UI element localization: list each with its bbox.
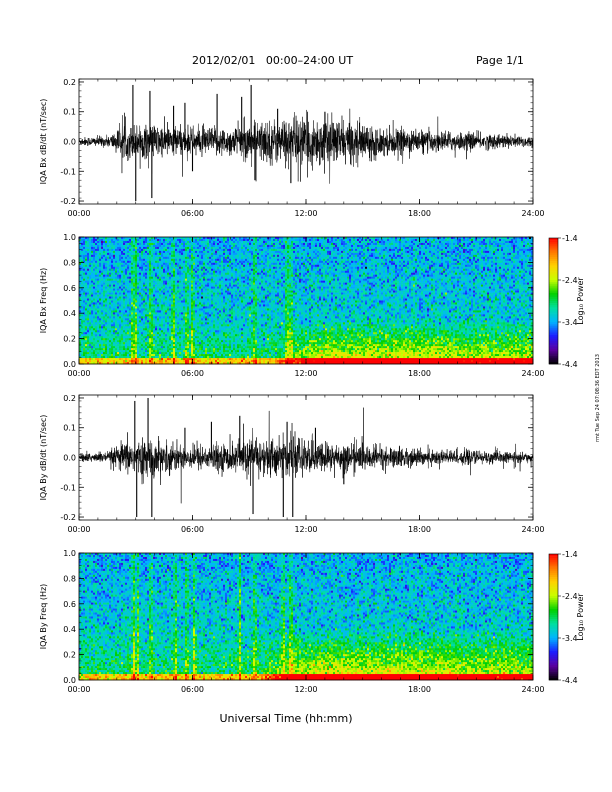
x-tick-label: 12:00	[294, 685, 317, 694]
x-tick-label: 00:00	[67, 685, 90, 694]
x-tick-label: 12:00	[294, 369, 317, 378]
y-tick-label: 0.2	[63, 335, 76, 344]
y-tick-label: -0.1	[60, 483, 76, 492]
y-tick-label: 0.4	[63, 625, 76, 634]
y-tick-label: 0.6	[63, 284, 76, 293]
x-axis-2: 00:00 06:00 12:00 18:00 24:00	[67, 395, 544, 534]
y-tick-label: 0.0	[63, 676, 76, 685]
x-tick-label: 06:00	[181, 685, 204, 694]
colorbar-tick-label: -1.4	[562, 550, 578, 559]
colorbar-tick-label: -4.4	[562, 360, 578, 369]
x-tick-label: 12:00	[294, 209, 317, 218]
side-stamp: rmt Tue Sep 24 07:08:36 EDT 2013	[595, 354, 601, 442]
colorbar-label: Log₁₀ Power	[576, 593, 585, 641]
y-tick-label: 1.0	[63, 233, 76, 242]
x-tick-label: 06:00	[181, 369, 204, 378]
y-tick-label: 0.6	[63, 600, 76, 609]
spectrogram-3	[79, 553, 533, 680]
spectrogram-1	[79, 237, 533, 364]
x-tick-label: 24:00	[521, 209, 544, 218]
colorbar-tick-label: -1.4	[562, 234, 578, 243]
y-tick-label: 0.8	[63, 258, 76, 267]
y-tick-label: 0.2	[63, 78, 76, 87]
y-axis-label: IQA By Freq (Hz)	[39, 584, 48, 650]
x-tick-label: 06:00	[181, 525, 204, 534]
y-axis-label: IQA Bx Freq (Hz)	[39, 268, 48, 334]
y-tick-label: 0.8	[63, 574, 76, 583]
x-tick-label: 00:00	[67, 525, 90, 534]
y-axis-label: IQA Bx dB/dt (nT/sec)	[39, 99, 48, 185]
trace-line-2	[79, 408, 533, 504]
x-tick-label: 18:00	[408, 209, 431, 218]
x-tick-label: 12:00	[294, 525, 317, 534]
x-axis-label: Universal Time (hh:mm)	[220, 712, 353, 725]
x-tick-label: 00:00	[67, 209, 90, 218]
colorbar-label: Log₁₀ Power	[576, 277, 585, 325]
x-tick-label: 24:00	[521, 369, 544, 378]
x-tick-label: 00:00	[67, 369, 90, 378]
y-tick-label: 0.0	[63, 454, 76, 463]
y-tick-label: -0.2	[60, 513, 76, 522]
y-axis-label: IQA By dB/dt (nT/sec)	[39, 415, 48, 501]
y-tick-label: 0.4	[63, 309, 76, 318]
x-tick-label: 18:00	[408, 685, 431, 694]
x-tick-label: 18:00	[408, 525, 431, 534]
y-tick-label: 0.1	[63, 108, 76, 117]
y-tick-label: 0.1	[63, 424, 76, 433]
y-tick-label: 0.2	[63, 394, 76, 403]
y-tick-label: -0.1	[60, 167, 76, 176]
x-tick-label: 24:00	[521, 525, 544, 534]
y-tick-label: 0.0	[63, 138, 76, 147]
page: 2012/02/01 00:00–24:00 UT Page 1/1 0.2 0.…	[0, 0, 612, 792]
x-tick-label: 06:00	[181, 209, 204, 218]
trace-line-0	[79, 109, 533, 184]
x-tick-label: 18:00	[408, 369, 431, 378]
colorbar-tick-label: -4.4	[562, 676, 578, 685]
y-tick-label: 0.2	[63, 651, 76, 660]
y-tick-label: 1.0	[63, 549, 76, 558]
x-tick-label: 24:00	[521, 685, 544, 694]
y-tick-label: -0.2	[60, 197, 76, 206]
figure-canvas: 0.2 0.1 0.0 -0.1 -0.2 IQA Bx dB/dt (nT/sec) 00…	[0, 0, 612, 792]
y-tick-label: 0.0	[63, 360, 76, 369]
